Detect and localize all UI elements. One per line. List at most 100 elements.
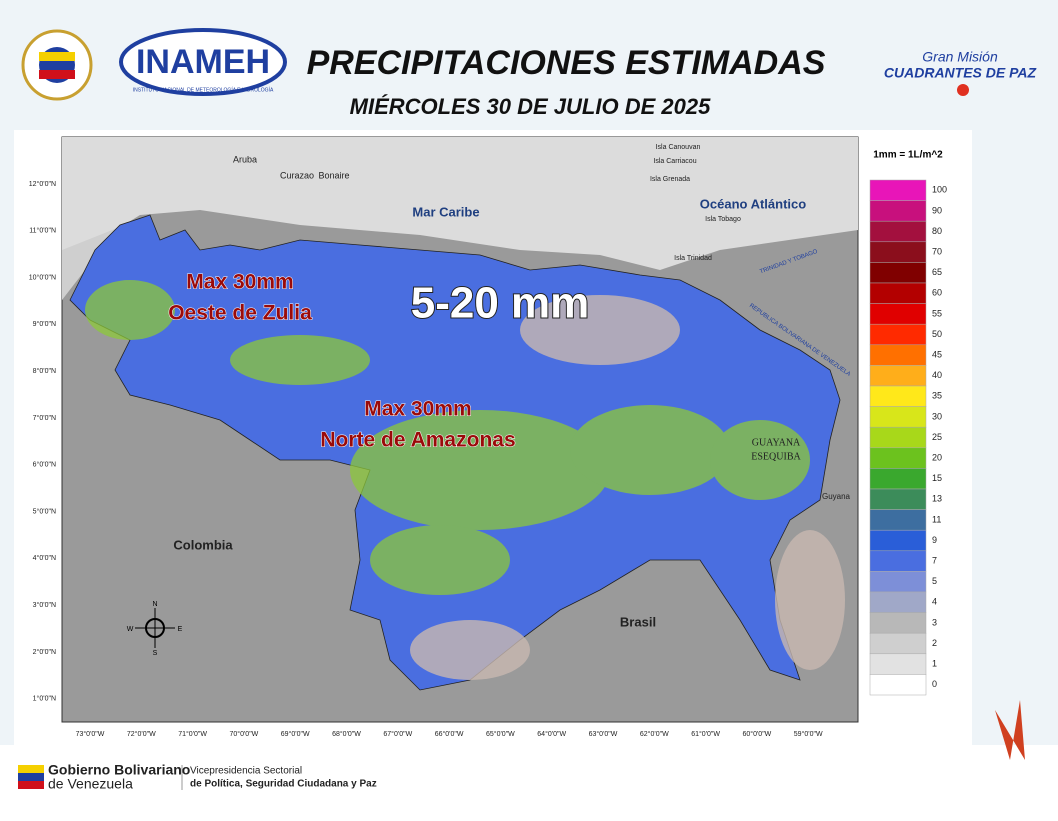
annotation: 5-20 mm (411, 279, 590, 328)
longitude-label: 60°0'0"W (742, 730, 771, 738)
legend-label: 40 (932, 370, 942, 380)
anniversary-logo (995, 700, 1025, 760)
sea (62, 137, 858, 270)
legend-label: 55 (932, 308, 942, 318)
place-label: Mar Caribe (412, 204, 479, 219)
legend-swatch (869, 200, 927, 222)
legend-swatch (869, 365, 927, 387)
legend-swatch (869, 674, 927, 696)
legend-label: 20 (932, 452, 942, 462)
compass-label: N (152, 601, 157, 608)
longitude-label: 65°0'0"W (486, 730, 515, 738)
legend-label: 90 (932, 205, 942, 215)
legend-swatch (869, 509, 927, 531)
subtitle: MIÉRCOLES 30 DE JULIO DE 2025 (350, 94, 711, 119)
longitude-label: 73°0'0"W (76, 730, 105, 738)
land (62, 215, 150, 300)
latitude-label: 10°0'0"N (29, 273, 56, 281)
legend-swatch (869, 488, 927, 510)
legend-swatch (869, 653, 927, 675)
dry-areas (410, 295, 845, 680)
longitude-label: 61°0'0"W (691, 730, 720, 738)
legend-swatch (869, 303, 927, 325)
legend-label: 35 (932, 391, 942, 401)
longitude-label: 68°0'0"W (332, 730, 361, 738)
legend-swatch (869, 179, 927, 201)
place-label: Aruba (233, 154, 257, 164)
legend-label: 11 (932, 514, 941, 524)
logo-right-line1: Gran Misión (922, 49, 998, 65)
legend-label: 1 (932, 658, 937, 668)
compass-label: E (178, 626, 183, 633)
emblem-stripe (39, 70, 75, 79)
legend-label: 5 (932, 576, 937, 586)
latitude-label: 7°0'0"N (33, 414, 56, 422)
legend-swatch (869, 323, 927, 346)
footer-band (0, 745, 1058, 816)
place-label: Océano Atlántico (700, 196, 806, 211)
latitude-label: 5°0'0"N (33, 507, 56, 515)
legend-label: 70 (932, 246, 942, 256)
latitude-label: 8°0'0"N (33, 367, 56, 375)
compass-label: W (127, 626, 134, 633)
title: PRECIPITACIONES ESTIMADAS (307, 44, 826, 82)
legend-swatch (869, 344, 927, 366)
legend-label: 50 (932, 329, 942, 339)
place-label: Bonaire (318, 170, 349, 180)
longitude-label: 70°0'0"W (229, 730, 258, 738)
longitude-label: 72°0'0"W (127, 730, 156, 738)
legend-label: 4 (932, 597, 937, 607)
legend-swatch (869, 262, 927, 284)
place-label: Isla Trinidad (674, 255, 712, 262)
footer-flag (18, 773, 44, 781)
compass: N S E W (127, 601, 183, 657)
longitude-label: 62°0'0"W (640, 730, 669, 738)
logo-caption: INSTITUTO NACIONAL DE METEOROLOGÍA E HID… (133, 86, 274, 93)
place-label: Isla Canouvan (656, 144, 701, 151)
footer-org: Gobierno Bolivariano (48, 762, 190, 778)
annotation: Oeste de Zulia (168, 302, 312, 325)
latitude-label: 4°0'0"N (33, 554, 56, 562)
footer-org: de Venezuela (48, 776, 133, 792)
legend-swatch (869, 220, 927, 243)
footer-dept: de Política, Seguridad Ciudadana y Paz (190, 779, 377, 790)
annotations: Max 30mm Oeste de Zulia 5-20 mm Max 30mm… (168, 270, 591, 452)
legend-swatch (869, 571, 927, 593)
place-label: GUAYANA (752, 437, 801, 448)
rain-green-areas (85, 280, 810, 595)
legend-swatch (869, 406, 927, 428)
legend-label: 15 (932, 473, 942, 483)
longitude-label: 63°0'0"W (589, 730, 618, 738)
longitude-label: 66°0'0"W (435, 730, 464, 738)
place-label: Isla Tobago (705, 216, 741, 223)
legend-label: 7 (932, 555, 937, 565)
legend-label: 0 (932, 679, 937, 689)
legend-swatch (869, 612, 927, 634)
logo-text: INAMEH (136, 43, 270, 81)
legend-label: 13 (932, 494, 942, 504)
annotation: Norte de Amazonas (320, 429, 515, 452)
latitude-label: 9°0'0"N (33, 320, 56, 328)
compass-label: S (153, 650, 158, 657)
footer-dept: Vicepresidencia Sectorial (190, 766, 302, 777)
longitude-label: 64°0'0"W (537, 730, 566, 738)
legend-title: 1mm = 1L/m^2 (873, 150, 943, 161)
emblem-stripe (39, 52, 75, 61)
legend-label: 25 (932, 432, 942, 442)
latitude-label: 2°0'0"N (33, 648, 56, 656)
legend-label: 2 (932, 638, 937, 648)
latitude-label: 11°0'0"N (29, 227, 56, 235)
legend-label: 3 (932, 617, 937, 627)
annotation: Max 30mm (186, 271, 293, 294)
annotation: Max 30mm (364, 398, 471, 421)
latitude-label: 12°0'0"N (29, 180, 56, 188)
legend-label: 45 (932, 349, 942, 359)
legend-label: 9 (932, 535, 937, 545)
longitude-label: 59°0'0"W (794, 730, 823, 738)
latitude-label: 1°0'0"N (33, 695, 56, 703)
place-label: ESEQUIBA (751, 451, 801, 462)
legend-swatch (869, 591, 927, 613)
logo-right-line2: CUADRANTES DE PAZ (884, 65, 1037, 81)
longitude-label: 71°0'0"W (178, 730, 207, 738)
